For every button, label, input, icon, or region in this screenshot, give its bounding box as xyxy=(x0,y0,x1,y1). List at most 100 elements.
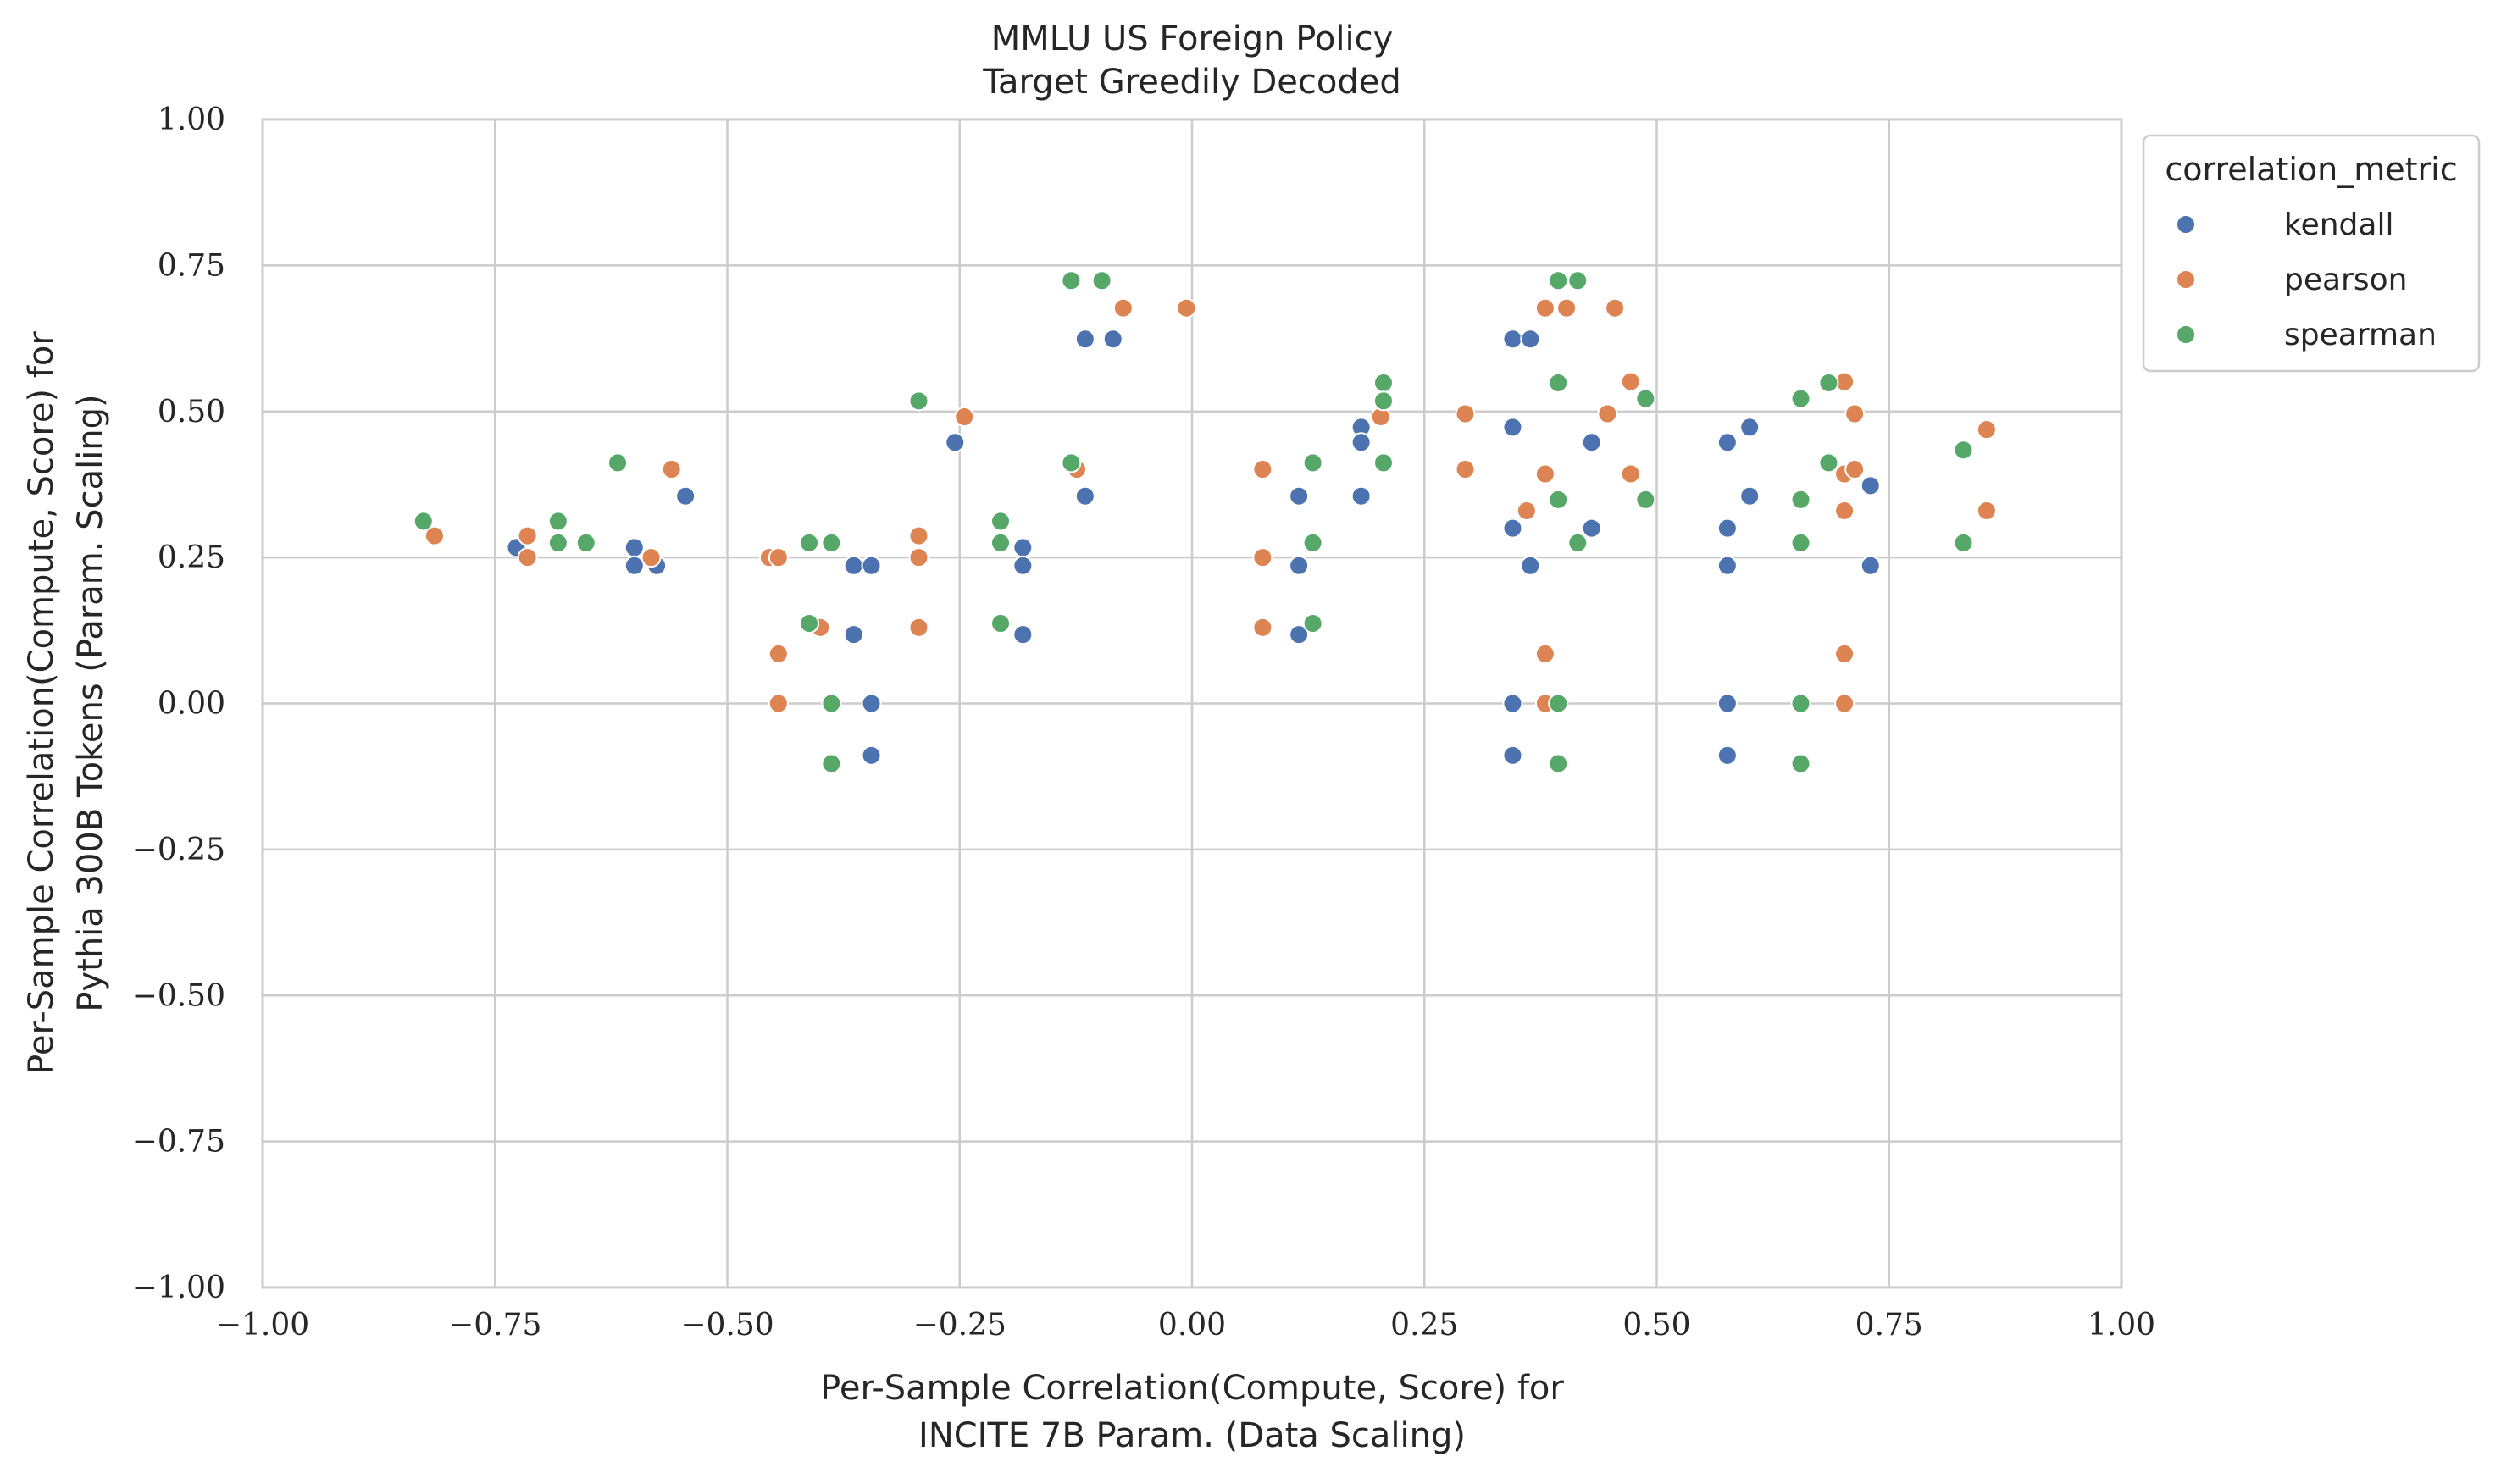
series-pearson xyxy=(424,297,1997,714)
data-point-kendall xyxy=(1012,624,1034,645)
data-point-pearson xyxy=(1556,297,1578,318)
data-point-kendall xyxy=(861,745,882,766)
x-tick-label: 0.25 xyxy=(1390,1308,1458,1343)
y-tick-label: −0.50 xyxy=(132,978,225,1013)
x-tick-label: −0.50 xyxy=(680,1308,774,1343)
data-point-spearman xyxy=(1548,372,1569,393)
data-point-spearman xyxy=(1790,753,1811,774)
data-point-kendall xyxy=(1502,745,1523,766)
data-point-kendall xyxy=(1350,432,1372,453)
chart-title-line-2: Target Greedily Decoded xyxy=(982,63,1401,102)
data-point-pearson xyxy=(1605,297,1626,318)
data-point-kendall xyxy=(843,624,864,645)
x-axis-label-line-1: Per-Sample Correlation(Compute, Score) f… xyxy=(820,1369,1564,1408)
data-point-kendall xyxy=(1502,329,1523,350)
legend-marker-spearman xyxy=(2176,324,2196,345)
data-points xyxy=(413,270,1997,774)
data-point-pearson xyxy=(768,547,789,568)
data-point-spearman xyxy=(1635,489,1656,510)
data-point-spearman xyxy=(1061,452,1082,473)
x-tick-label: −0.25 xyxy=(913,1308,1006,1343)
data-point-pearson xyxy=(1834,500,1855,521)
data-point-spearman xyxy=(1302,613,1323,634)
legend-label-pearson: pearson xyxy=(2284,263,2407,297)
data-point-pearson xyxy=(1112,297,1134,318)
data-point-kendall xyxy=(861,555,882,576)
data-point-spearman xyxy=(1372,372,1394,393)
data-point-kendall xyxy=(675,485,696,507)
data-point-pearson xyxy=(908,525,929,546)
y-tick-label: 0.00 xyxy=(158,687,225,722)
data-point-spearman xyxy=(547,511,568,532)
data-point-kendall xyxy=(1860,475,1881,496)
data-point-kendall xyxy=(1581,518,1602,539)
data-point-kendall xyxy=(1716,518,1738,539)
data-point-kendall xyxy=(1716,432,1738,453)
data-point-pearson xyxy=(1534,297,1556,318)
data-point-kendall xyxy=(1350,485,1372,507)
series-spearman xyxy=(413,270,1974,774)
data-point-pearson xyxy=(1834,693,1855,714)
x-tick-label: 0.50 xyxy=(1622,1308,1690,1343)
data-point-pearson xyxy=(661,459,682,480)
data-point-spearman xyxy=(908,390,929,412)
chart-title-line-1: MMLU US Foreign Policy xyxy=(991,19,1394,58)
data-point-pearson xyxy=(1844,403,1866,424)
x-tick-label: 0.75 xyxy=(1855,1308,1923,1343)
data-point-spearman xyxy=(799,613,820,634)
data-point-spearman xyxy=(1953,440,1974,461)
plot-area-frame xyxy=(261,118,2123,1289)
data-point-spearman xyxy=(1091,270,1112,291)
data-point-pearson xyxy=(768,693,789,714)
data-point-spearman xyxy=(1567,532,1589,553)
data-point-spearman xyxy=(1302,532,1323,553)
data-point-spearman xyxy=(990,511,1012,532)
x-tick-label: −0.75 xyxy=(448,1308,541,1343)
data-point-spearman xyxy=(575,532,596,553)
data-point-pearson xyxy=(1834,643,1855,664)
data-point-pearson xyxy=(1455,403,1476,424)
data-point-kendall xyxy=(1520,329,1541,350)
data-point-spearman xyxy=(821,753,842,774)
data-point-kendall xyxy=(1520,555,1541,576)
x-tick-label: 1.00 xyxy=(2088,1308,2155,1343)
data-point-spearman xyxy=(821,532,842,553)
data-point-kendall xyxy=(1289,624,1310,645)
data-point-kendall xyxy=(1581,432,1602,453)
data-point-pearson xyxy=(1976,419,1997,440)
data-point-spearman xyxy=(990,613,1012,634)
data-point-pearson xyxy=(640,547,662,568)
data-point-spearman xyxy=(547,532,568,553)
data-point-pearson xyxy=(1620,463,1641,485)
data-point-kendall xyxy=(1289,555,1310,576)
tick-labels: −1.00 −0.75 −0.50 −0.25 0.00 0.25 0.50 0.75 1.00… xyxy=(132,102,2155,1343)
data-point-pearson xyxy=(1597,403,1618,424)
data-point-spearman xyxy=(1790,532,1811,553)
y-tick-label: 1.00 xyxy=(158,102,225,137)
data-point-spearman xyxy=(1372,452,1394,473)
data-point-kendall xyxy=(1502,417,1523,438)
data-point-pearson xyxy=(424,525,445,546)
data-point-spearman xyxy=(1372,390,1394,412)
data-point-spearman xyxy=(1818,452,1839,473)
data-point-spearman xyxy=(1302,452,1323,473)
data-point-spearman xyxy=(1548,489,1569,510)
data-point-spearman xyxy=(1061,270,1082,291)
data-point-pearson xyxy=(1844,459,1866,480)
data-point-kendall xyxy=(1716,555,1738,576)
data-point-pearson xyxy=(1976,500,1997,521)
data-point-pearson xyxy=(908,547,929,568)
data-point-kendall xyxy=(1716,745,1738,766)
legend-marker-kendall xyxy=(2176,214,2196,235)
series-kendall xyxy=(506,329,1881,766)
data-point-kendall xyxy=(1102,329,1123,350)
legend-box xyxy=(2142,134,2481,373)
data-point-kendall xyxy=(1739,485,1761,507)
legend: correlation_metric kendall pearson spearma… xyxy=(2142,134,2481,373)
data-point-kendall xyxy=(1860,555,1881,576)
data-point-kendall xyxy=(843,555,864,576)
data-point-spearman xyxy=(413,511,434,532)
data-point-kendall xyxy=(1074,485,1095,507)
data-point-kendall xyxy=(1502,693,1523,714)
